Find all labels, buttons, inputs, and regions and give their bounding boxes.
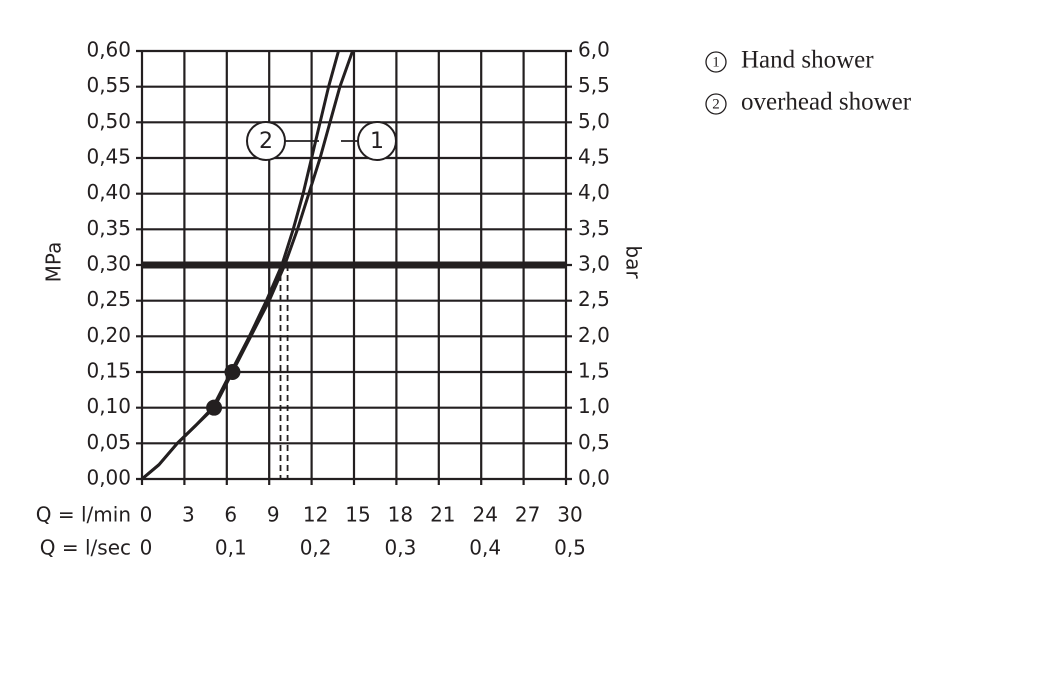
legend-marker — [705, 93, 727, 115]
legend-marker-label: 1 — [712, 54, 720, 70]
series-tag — [246, 121, 286, 161]
highlight-point — [206, 399, 223, 416]
y-tick-label: 0,10 — [86, 394, 131, 418]
y2-tick-label: 5,5 — [578, 73, 610, 97]
legend-marker — [705, 51, 727, 73]
x2-tick-label: 0,3 — [384, 536, 416, 560]
y-tick-label: 0,15 — [86, 359, 131, 383]
legend-label: overhead shower — [741, 89, 912, 116]
x-tick-label: 3 — [182, 503, 195, 527]
y-tick-label: 0,05 — [86, 430, 131, 454]
highlight-point — [224, 364, 241, 380]
y-tick-label: 0,25 — [86, 287, 131, 311]
x-tick-label: 15 — [345, 503, 370, 527]
y2-tick-label: 1,5 — [578, 359, 610, 383]
x-tick-label: 24 — [472, 503, 497, 527]
x2-tick-label: 0,2 — [300, 536, 332, 560]
y2-tick-label: 4,0 — [578, 180, 610, 204]
y-tick-label: 0,45 — [86, 145, 131, 169]
x-tick-label: 30 — [557, 503, 582, 527]
y-tick-label: 0,55 — [86, 73, 131, 97]
x2-tick-label: 0,4 — [469, 536, 501, 560]
y2-tick-label: 3,0 — [578, 252, 610, 276]
y2-tick-label: 1,0 — [578, 394, 610, 418]
x-tick-label: 0 — [140, 503, 153, 527]
y2-tick-label: 6,0 — [578, 38, 610, 62]
y-tick-label: 0,30 — [86, 252, 131, 276]
x2-tick-label: 0 — [140, 536, 153, 560]
series-tag — [357, 121, 397, 161]
x-tick-label: 6 — [224, 503, 237, 527]
y2-tick-label: 0,5 — [578, 430, 610, 454]
series-tag-label: 2 — [259, 129, 273, 154]
y-tick-label: 0,20 — [86, 323, 131, 347]
y2-tick-label: 4,5 — [578, 145, 610, 169]
y-tick-label: 0,40 — [86, 180, 131, 204]
x2-row-label: Q = l/sec — [40, 536, 131, 560]
y2-tick-label: 2,0 — [578, 323, 610, 347]
y-tick-label: 0,50 — [86, 109, 131, 133]
x-tick-label: 21 — [430, 503, 455, 527]
x2-tick-label: 0,1 — [215, 536, 247, 560]
y-axis-label: MPa — [42, 242, 66, 283]
y-tick-label: 0,35 — [86, 216, 131, 240]
y-tick-label: 0,60 — [86, 38, 131, 62]
legend-marker-label: 2 — [712, 96, 720, 112]
y2-tick-label: 5,0 — [578, 109, 610, 133]
x-tick-label: 9 — [267, 503, 280, 527]
x-row-label: Q = l/min — [36, 503, 131, 527]
y-tick-label: 0,00 — [86, 466, 131, 490]
x-tick-label: 12 — [303, 503, 328, 527]
x2-tick-label: 0,5 — [554, 536, 586, 560]
x-tick-label: 27 — [515, 503, 540, 527]
y2-tick-label: 2,5 — [578, 287, 610, 311]
legend: 1 Hand shower 2 overhead shower — [705, 47, 912, 116]
x-tick-label: 18 — [388, 503, 413, 527]
legend-label: Hand shower — [741, 47, 874, 74]
y2-axis-label: bar — [622, 245, 646, 279]
series-tag-label: 1 — [370, 129, 384, 154]
y2-tick-label: 3,5 — [578, 216, 610, 240]
y2-tick-label: 0,0 — [578, 466, 610, 490]
series-line — [141, 50, 340, 481]
